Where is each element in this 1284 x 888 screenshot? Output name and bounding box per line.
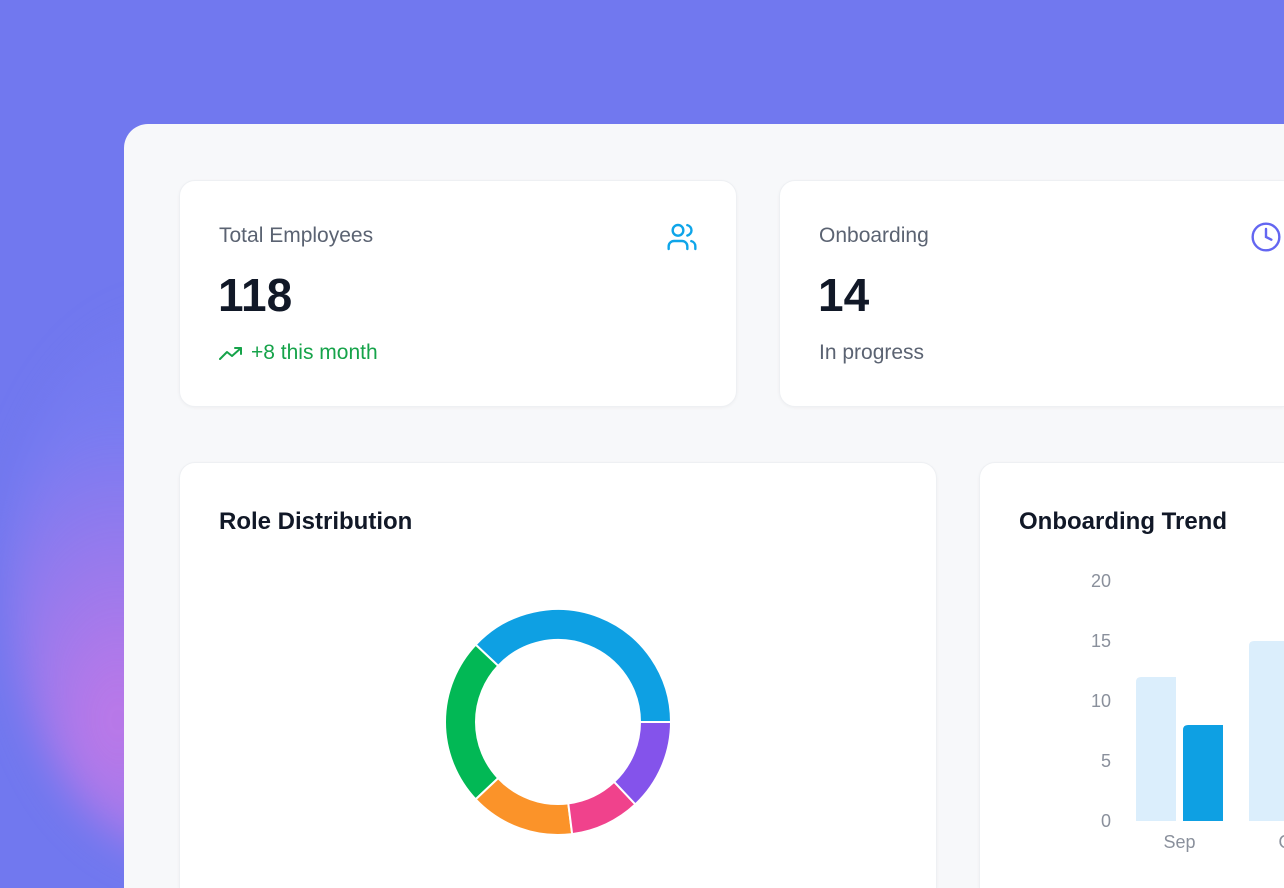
y-tick-label: 20 — [1091, 571, 1111, 591]
bar[interactable] — [1183, 725, 1223, 821]
onboarding-trend-card: Onboarding Trend 0 5 10 15 20 Sep Oct — [979, 462, 1284, 888]
stat-label: Onboarding — [819, 224, 929, 247]
users-icon — [667, 223, 697, 251]
y-tick-label: 0 — [1101, 811, 1111, 831]
stat-card-total-employees: Total Employees 118 +8 this month — [179, 180, 737, 407]
card-title: Onboarding Trend — [1019, 508, 1227, 535]
stat-trend: +8 this month — [219, 341, 378, 365]
donut-segment[interactable] — [474, 776, 574, 836]
role-donut-chart — [444, 608, 673, 836]
stat-value: 118 — [218, 269, 293, 321]
stat-sub: In progress — [819, 341, 924, 365]
clock-icon — [1251, 222, 1281, 252]
stat-trend-text: +8 this month — [251, 341, 378, 364]
stat-label: Total Employees — [219, 224, 374, 247]
stat-sub-text: In progress — [819, 341, 925, 364]
stat-card-onboarding: Onboarding 14 In progress — [779, 180, 1284, 407]
x-tick-label: Sep — [1163, 832, 1195, 852]
bar[interactable] — [1249, 641, 1284, 821]
x-tick-label: Oct — [1278, 832, 1284, 852]
trending-up-icon — [219, 347, 242, 360]
stat-value: 14 — [818, 269, 870, 321]
onboarding-bar-chart: 0 5 10 15 20 Sep Oct — [1091, 571, 1284, 852]
y-tick-label: 15 — [1091, 631, 1111, 651]
donut-segment[interactable] — [444, 643, 500, 801]
y-tick-label: 5 — [1101, 751, 1111, 771]
card-title: Role Distribution — [219, 508, 413, 535]
donut-segment[interactable] — [474, 608, 673, 723]
donut-segment[interactable] — [612, 721, 673, 806]
bar[interactable] — [1136, 677, 1176, 821]
role-distribution-card: Role Distribution — [179, 462, 937, 888]
y-tick-label: 10 — [1091, 691, 1111, 711]
